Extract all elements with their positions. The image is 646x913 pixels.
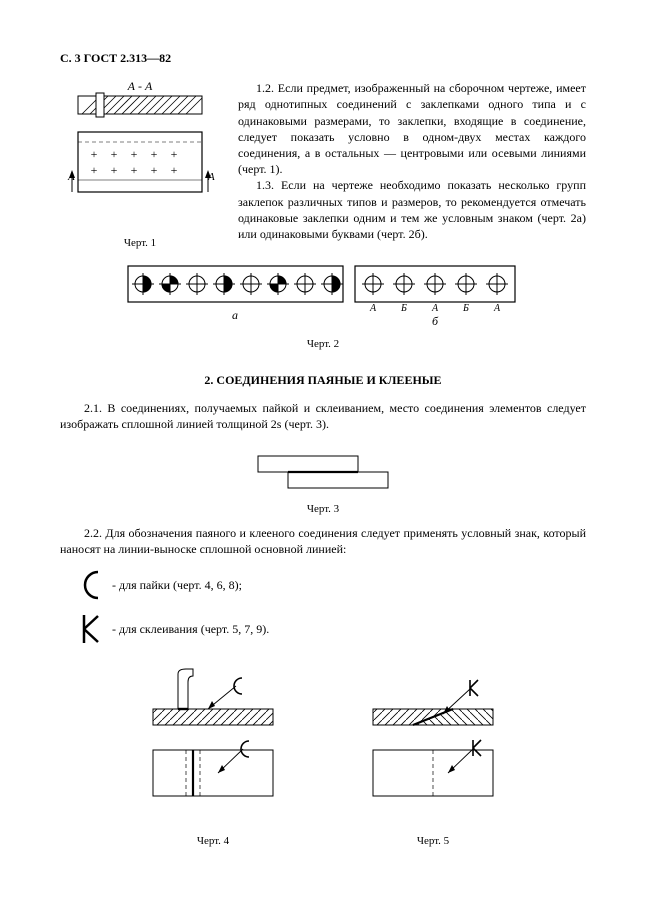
svg-text:А: А <box>369 303 377 314</box>
para-1-3: 1.3. Если на чертеже необходимо показать… <box>238 177 586 242</box>
glue-symbol-row: - для склеивания (черт. 5, 7, 9). <box>78 612 586 646</box>
figure-2-row: а А Б А Б А б Черт. 2 <box>60 261 586 352</box>
section-view <box>78 93 202 117</box>
para-2-1: 2.1. В соединениях, получаемых пайкой и … <box>60 400 586 432</box>
plan-view: +++++ +++++ А А <box>67 132 215 192</box>
solder-symbol-text: - для пайки (черт. 4, 6, 8); <box>112 577 242 593</box>
figure-1-caption: Черт. 1 <box>60 236 220 251</box>
svg-text:+: + <box>111 163 118 177</box>
svg-text:+: + <box>171 147 178 161</box>
section-label: А - А <box>127 80 153 93</box>
section-2-title: 2. СОЕДИНЕНИЯ ПАЯНЫЕ И КЛЕЕНЫЕ <box>60 372 586 388</box>
figure-1-svg: А - А <box>60 80 220 230</box>
svg-text:+: + <box>91 163 98 177</box>
top-text-column: 1.2. Если предмет, изображенный на сборо… <box>238 80 586 251</box>
figure-5-caption: Черт. 5 <box>358 834 508 849</box>
figures-4-5-row: Черт. 4 <box>60 664 586 849</box>
svg-text:А: А <box>493 303 501 314</box>
svg-text:Б: Б <box>462 303 469 314</box>
svg-text:а: а <box>232 308 238 322</box>
svg-text:+: + <box>131 147 138 161</box>
figure-4-caption: Черт. 4 <box>138 834 288 849</box>
svg-text:+: + <box>111 147 118 161</box>
svg-text:+: + <box>91 147 98 161</box>
figure-2-caption: Черт. 2 <box>60 337 586 352</box>
para-2-2: 2.2. Для обозначения паяного и клееного … <box>60 525 586 557</box>
glue-symbol-text: - для склеивания (черт. 5, 7, 9). <box>112 621 269 637</box>
figure-4-svg <box>138 664 288 824</box>
page-header: С. 3 ГОСТ 2.313—82 <box>60 50 586 66</box>
glue-k-icon <box>78 612 102 646</box>
svg-text:+: + <box>151 147 158 161</box>
page: С. 3 ГОСТ 2.313—82 А - А <box>0 0 646 913</box>
figure-5-column: Черт. 5 <box>358 664 508 849</box>
svg-text:б: б <box>432 314 439 328</box>
figure-1-column: А - А <box>60 80 220 251</box>
svg-text:+: + <box>131 163 138 177</box>
figure-5-svg <box>358 664 508 824</box>
svg-text:+: + <box>171 163 178 177</box>
para-1-2: 1.2. Если предмет, изображенный на сборо… <box>238 80 586 177</box>
svg-text:+: + <box>151 163 158 177</box>
figure-3-caption: Черт. 3 <box>60 502 586 517</box>
figure-4-column: Черт. 4 <box>138 664 288 849</box>
solder-arc-icon <box>78 568 102 602</box>
svg-text:А: А <box>431 303 439 314</box>
figure-2-svg: а А Б А Б А б <box>123 261 523 331</box>
figure-3-svg <box>248 446 398 496</box>
svg-text:Б: Б <box>400 303 407 314</box>
top-block: А - А <box>60 80 586 251</box>
solder-symbol-row: - для пайки (черт. 4, 6, 8); <box>78 568 586 602</box>
figure-3-row: Черт. 3 <box>60 446 586 517</box>
